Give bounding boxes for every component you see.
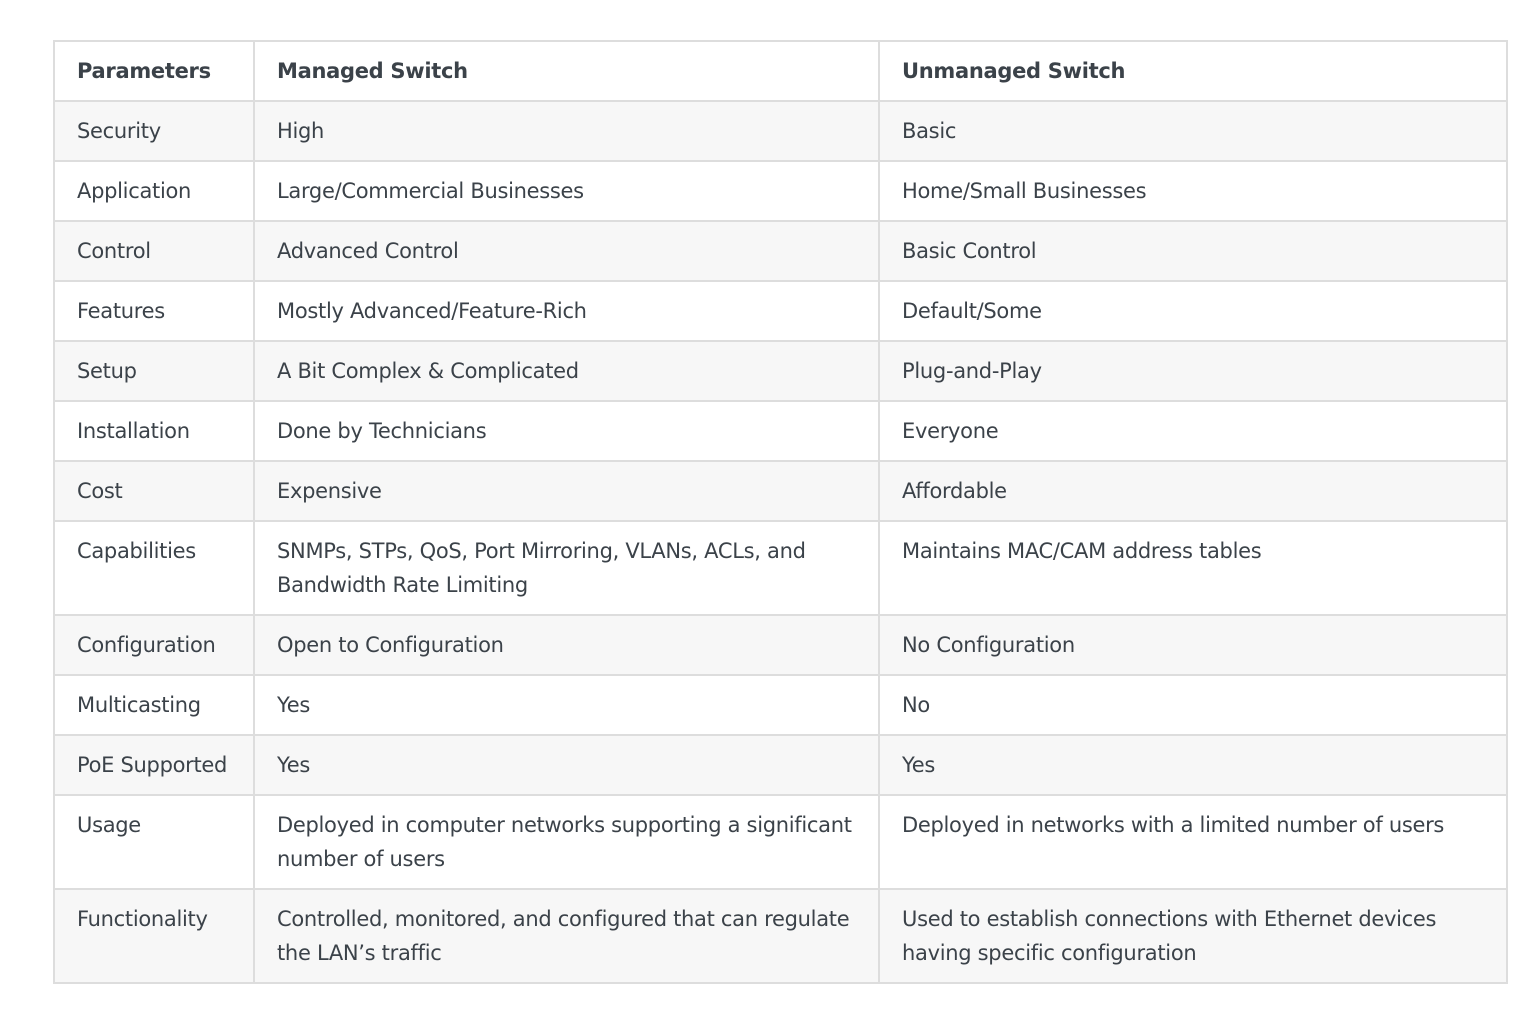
unmanaged-cell: Plug-and-Play — [878, 340, 1508, 402]
table-row: Features Mostly Advanced/Feature-Rich Defa… — [53, 280, 1508, 342]
table-row: Setup A Bit Complex & Complicated Plug-and… — [53, 340, 1508, 402]
parameter-cell: Cost — [53, 460, 255, 522]
managed-cell: Advanced Control — [253, 220, 880, 282]
managed-cell: A Bit Complex & Complicated — [253, 340, 880, 402]
table-row: Capabilities SNMPs, STPs, QoS, Port Mirro… — [53, 520, 1508, 616]
parameter-cell: Setup — [53, 340, 255, 402]
table-row: Installation Done by Technicians Everyone — [53, 400, 1508, 462]
unmanaged-cell: No Configuration — [878, 614, 1508, 676]
table-row: Cost Expensive Affordable — [53, 460, 1508, 522]
parameter-cell: Configuration — [53, 614, 255, 676]
managed-cell: Yes — [253, 674, 880, 736]
parameter-cell: PoE Supported — [53, 734, 255, 796]
managed-cell: Large/Commercial Businesses — [253, 160, 880, 222]
header-managed-switch: Managed Switch — [253, 40, 880, 102]
unmanaged-cell: No — [878, 674, 1508, 736]
table-row: Security High Basic — [53, 100, 1508, 162]
unmanaged-cell: Used to establish connections with Ether… — [878, 888, 1508, 984]
table-row: Functionality Controlled, monitored, and … — [53, 888, 1508, 984]
table-row: Control Advanced Control Basic Control — [53, 220, 1508, 282]
unmanaged-cell: Affordable — [878, 460, 1508, 522]
unmanaged-cell: Basic — [878, 100, 1508, 162]
unmanaged-cell: Home/Small Businesses — [878, 160, 1508, 222]
parameter-cell: Application — [53, 160, 255, 222]
table-row: Multicasting Yes No — [53, 674, 1508, 736]
header-unmanaged-switch: Unmanaged Switch — [878, 40, 1508, 102]
unmanaged-cell: Maintains MAC/CAM address tables — [878, 520, 1508, 616]
managed-cell: Mostly Advanced/Feature-Rich — [253, 280, 880, 342]
parameter-cell: Functionality — [53, 888, 255, 984]
unmanaged-cell: Everyone — [878, 400, 1508, 462]
managed-cell: Controlled, monitored, and configured th… — [253, 888, 880, 984]
header-row: Parameters Managed Switch Unmanaged Swit… — [53, 40, 1508, 102]
managed-cell: SNMPs, STPs, QoS, Port Mirroring, VLANs,… — [253, 520, 880, 616]
unmanaged-cell: Yes — [878, 734, 1508, 796]
parameter-cell: Capabilities — [53, 520, 255, 616]
unmanaged-cell: Deployed in networks with a limited numb… — [878, 794, 1508, 890]
comparison-table: Parameters Managed Switch Unmanaged Swit… — [53, 40, 1508, 984]
parameter-cell: Usage — [53, 794, 255, 890]
table-row: PoE Supported Yes Yes — [53, 734, 1508, 796]
managed-cell: Open to Configuration — [253, 614, 880, 676]
parameter-cell: Features — [53, 280, 255, 342]
parameter-cell: Installation — [53, 400, 255, 462]
parameter-cell: Security — [53, 100, 255, 162]
header-parameters: Parameters — [53, 40, 255, 102]
unmanaged-cell: Basic Control — [878, 220, 1508, 282]
parameter-cell: Multicasting — [53, 674, 255, 736]
managed-cell: High — [253, 100, 880, 162]
unmanaged-cell: Default/Some — [878, 280, 1508, 342]
parameter-cell: Control — [53, 220, 255, 282]
managed-cell: Done by Technicians — [253, 400, 880, 462]
managed-cell: Yes — [253, 734, 880, 796]
managed-cell: Deployed in computer networks supporting… — [253, 794, 880, 890]
table-row: Usage Deployed in computer networks suppo… — [53, 794, 1508, 890]
table-row: Configuration Open to Configuration No Con… — [53, 614, 1508, 676]
table-row: Application Large/Commercial Businesses Ho… — [53, 160, 1508, 222]
managed-cell: Expensive — [253, 460, 880, 522]
